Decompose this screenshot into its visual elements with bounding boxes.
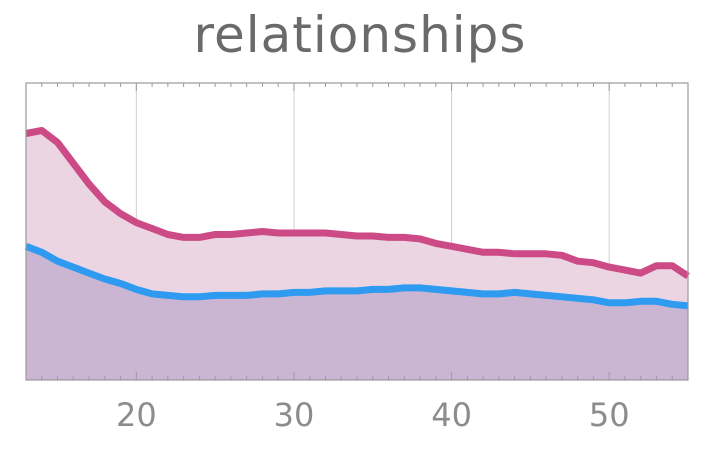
upper-band-area	[26, 130, 688, 306]
x-tick-label-30: 30	[274, 396, 315, 434]
x-tick-label-40: 40	[431, 396, 472, 434]
x-tick-label-50: 50	[589, 396, 630, 434]
series-areas	[26, 130, 688, 380]
upper-series-line	[25, 127, 690, 280]
lower-area	[26, 246, 688, 380]
x-ticks: 20 30 40 50	[116, 396, 630, 434]
x-tick-label-20: 20	[116, 396, 157, 434]
plot-frame	[25, 82, 689, 381]
lower-series-line	[24, 243, 689, 310]
series-lines	[24, 127, 690, 310]
chart-title: relationships	[193, 6, 527, 64]
